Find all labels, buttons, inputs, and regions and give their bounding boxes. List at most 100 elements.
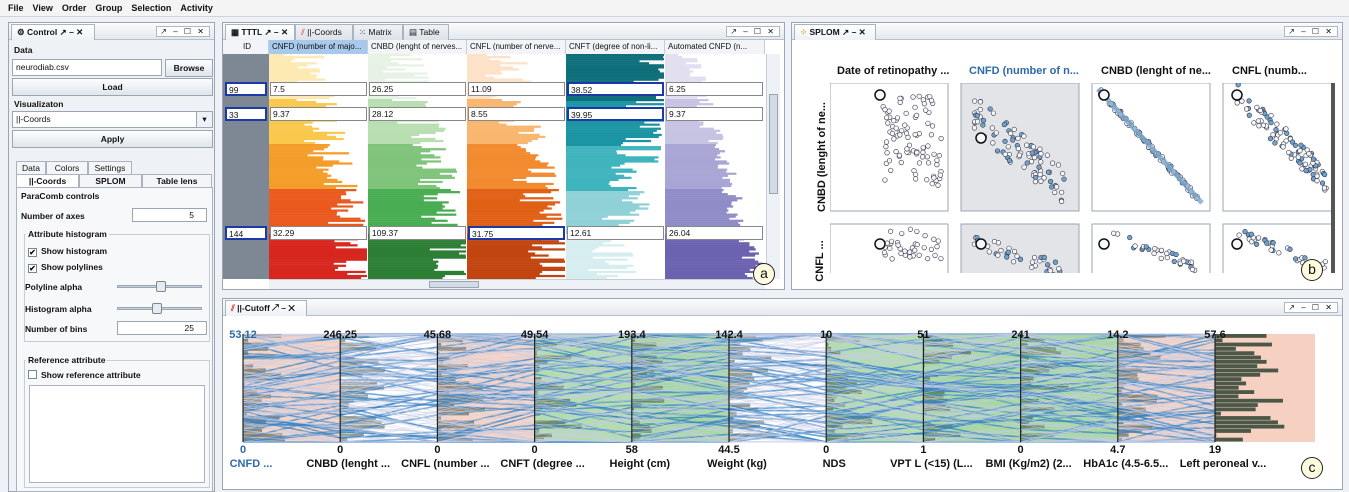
reference-list[interactable]: [29, 385, 205, 483]
horizontal-scrollbar[interactable]: [269, 279, 765, 289]
menu-group[interactable]: Group: [95, 3, 123, 13]
subtab-pcoords[interactable]: ||-Coords: [16, 174, 79, 188]
lens-bar: [467, 260, 565, 263]
subtab-tablelens[interactable]: Table lens: [142, 174, 212, 188]
splom-point: [1056, 266, 1062, 272]
subtab-splom[interactable]: SPLOM: [79, 174, 142, 188]
pc-histogram-bar: [826, 351, 841, 356]
pc-axis-name[interactable]: Height (cm): [609, 458, 671, 470]
menu-selection[interactable]: Selection: [131, 3, 172, 13]
table-row-id[interactable]: 144: [225, 226, 267, 240]
window-controls[interactable]: ↗ – ☐ ✕: [726, 26, 780, 37]
num-axes-spinner[interactable]: 5: [132, 208, 207, 222]
col-header-cnft[interactable]: CNFT (degree of non-li...: [566, 40, 665, 54]
splom-cells[interactable]: [830, 83, 1335, 273]
splom-point: [986, 249, 992, 255]
table-cell[interactable]: 31.75: [468, 226, 565, 240]
pc-axis-name[interactable]: Weight (kg): [707, 458, 767, 470]
tab-tttl[interactable]: ▦ TTTL ↗ – ✕: [225, 24, 295, 40]
table-cell[interactable]: 9.37: [666, 107, 763, 121]
table-cell[interactable]: 12.61: [567, 226, 664, 240]
pc-axis-name[interactable]: CNFD ...: [229, 458, 273, 470]
scrollbar-thumb[interactable]: [429, 281, 479, 288]
tab-pcoords[interactable]: ⫽ ||-Coords: [295, 24, 353, 40]
show-reference-checkbox[interactable]: Show reference attribute: [28, 370, 141, 380]
tab-table[interactable]: ▤ Table: [403, 24, 449, 40]
pc-axis-name[interactable]: CNFL (number ...: [401, 458, 490, 470]
table-cell[interactable]: 39.95: [567, 107, 664, 121]
table-lens-bars[interactable]: [269, 54, 765, 279]
slider-thumb[interactable]: [155, 281, 166, 292]
poly-alpha-slider[interactable]: [117, 281, 202, 292]
table-cell[interactable]: 32.29: [270, 226, 367, 240]
pc-axis-name[interactable]: BMI (Kg/m2) (2...: [985, 458, 1072, 470]
splom-point: [1280, 144, 1286, 150]
parallel-coordinates-plot[interactable]: [223, 316, 1342, 489]
col-header-automated-cnfd[interactable]: Automated CNFD (n...: [665, 40, 765, 54]
lens-bar: [566, 103, 664, 106]
col-header-cnfl[interactable]: CNFL (number of nerve...: [467, 40, 566, 54]
pc-axis-name[interactable]: HbA1c (4.5-6.5...: [1083, 458, 1169, 470]
show-histogram-checkbox[interactable]: ✔ Show histogram: [28, 246, 107, 257]
lens-bar: [269, 242, 351, 245]
menu-order[interactable]: Order: [61, 3, 87, 13]
pc-axis-name[interactable]: CNFT (degree ...: [500, 458, 585, 470]
apply-button[interactable]: Apply: [12, 130, 213, 148]
subtab-settings[interactable]: Settings: [88, 161, 132, 175]
table-cell[interactable]: 7.5: [270, 82, 367, 96]
hist-alpha-slider[interactable]: [117, 303, 202, 314]
table-cell[interactable]: 38.52: [567, 82, 664, 96]
pc-histogram-bar: [923, 407, 951, 412]
lens-bar: [566, 152, 617, 155]
lens-bar: [269, 266, 339, 269]
pc-axis-name[interactable]: NDS: [822, 458, 846, 470]
table-cell[interactable]: 26.04: [666, 226, 763, 240]
table-row-id[interactable]: 99: [225, 82, 267, 96]
col-header-cnbd[interactable]: CNBD (lenght of nerves...: [368, 40, 467, 54]
table-cell[interactable]: 6.25: [666, 82, 763, 96]
table-cell[interactable]: 8.55: [468, 107, 565, 121]
splom-point: [990, 110, 997, 116]
window-controls[interactable]: ↗ – ☐ ✕: [156, 26, 210, 37]
table-cell[interactable]: 11.09: [468, 82, 565, 96]
subtab-colors[interactable]: Colors: [46, 161, 88, 175]
vertical-scrollbar[interactable]: [766, 54, 780, 279]
menu-file[interactable]: File: [8, 3, 24, 13]
tab-control-label: Control: [27, 27, 58, 37]
splom-cell[interactable]: [1222, 83, 1335, 212]
load-button[interactable]: Load: [12, 78, 213, 96]
pc-axis-name[interactable]: Left peroneal v...: [1179, 458, 1267, 470]
pc-axis-name[interactable]: CNBD (lenght ...: [306, 458, 391, 470]
slider-thumb[interactable]: [151, 303, 162, 314]
lens-bar: [368, 272, 466, 276]
file-input[interactable]: neurodiab.csv: [12, 59, 162, 76]
tab-control[interactable]: ⚙ Control ↗ – ✕: [11, 24, 95, 40]
chevron-down-icon[interactable]: ▾: [196, 112, 212, 127]
window-controls[interactable]: ↗ – ☐ ✕: [1284, 302, 1338, 313]
window-controls[interactable]: ↗ – ☐ ✕: [1284, 26, 1338, 37]
table-cell[interactable]: 26.25: [369, 82, 466, 96]
subtab-data[interactable]: Data: [16, 161, 46, 175]
scrollbar-thumb[interactable]: [769, 94, 778, 194]
lens-bar: [269, 180, 343, 184]
lens-bar: [467, 266, 565, 269]
menu-view[interactable]: View: [32, 3, 53, 13]
menu-activity[interactable]: Activity: [180, 3, 213, 13]
table-cell[interactable]: 28.12: [369, 107, 466, 121]
col-header-id[interactable]: ID: [223, 40, 269, 54]
vis-select[interactable]: ||-Coords ▾: [12, 111, 213, 128]
browse-button[interactable]: Browse: [165, 59, 213, 77]
show-polylines-checkbox[interactable]: ✔ Show polylines: [28, 262, 103, 273]
table-cell[interactable]: 109.37: [369, 226, 466, 240]
lens-bar: [467, 129, 535, 132]
tab-splom[interactable]: ⁘ SPLOM ↗ – ✕: [794, 24, 876, 40]
col-header-cnfd[interactable]: CNFD (number of majo...: [269, 40, 368, 54]
tab-cutoff[interactable]: ⫽ ||-Cutoff ↗ – ✕: [225, 300, 307, 316]
table-cell[interactable]: 9.37: [270, 107, 367, 121]
table-row-id[interactable]: 33: [225, 107, 267, 121]
lens-bar: [566, 172, 616, 175]
lens-bar: [665, 58, 698, 61]
pc-axis-name[interactable]: VPT L (<15) (L...: [890, 458, 973, 470]
tab-matrix[interactable]: ⁙ Matrix: [353, 24, 403, 40]
bins-spinner[interactable]: 25: [117, 321, 207, 335]
